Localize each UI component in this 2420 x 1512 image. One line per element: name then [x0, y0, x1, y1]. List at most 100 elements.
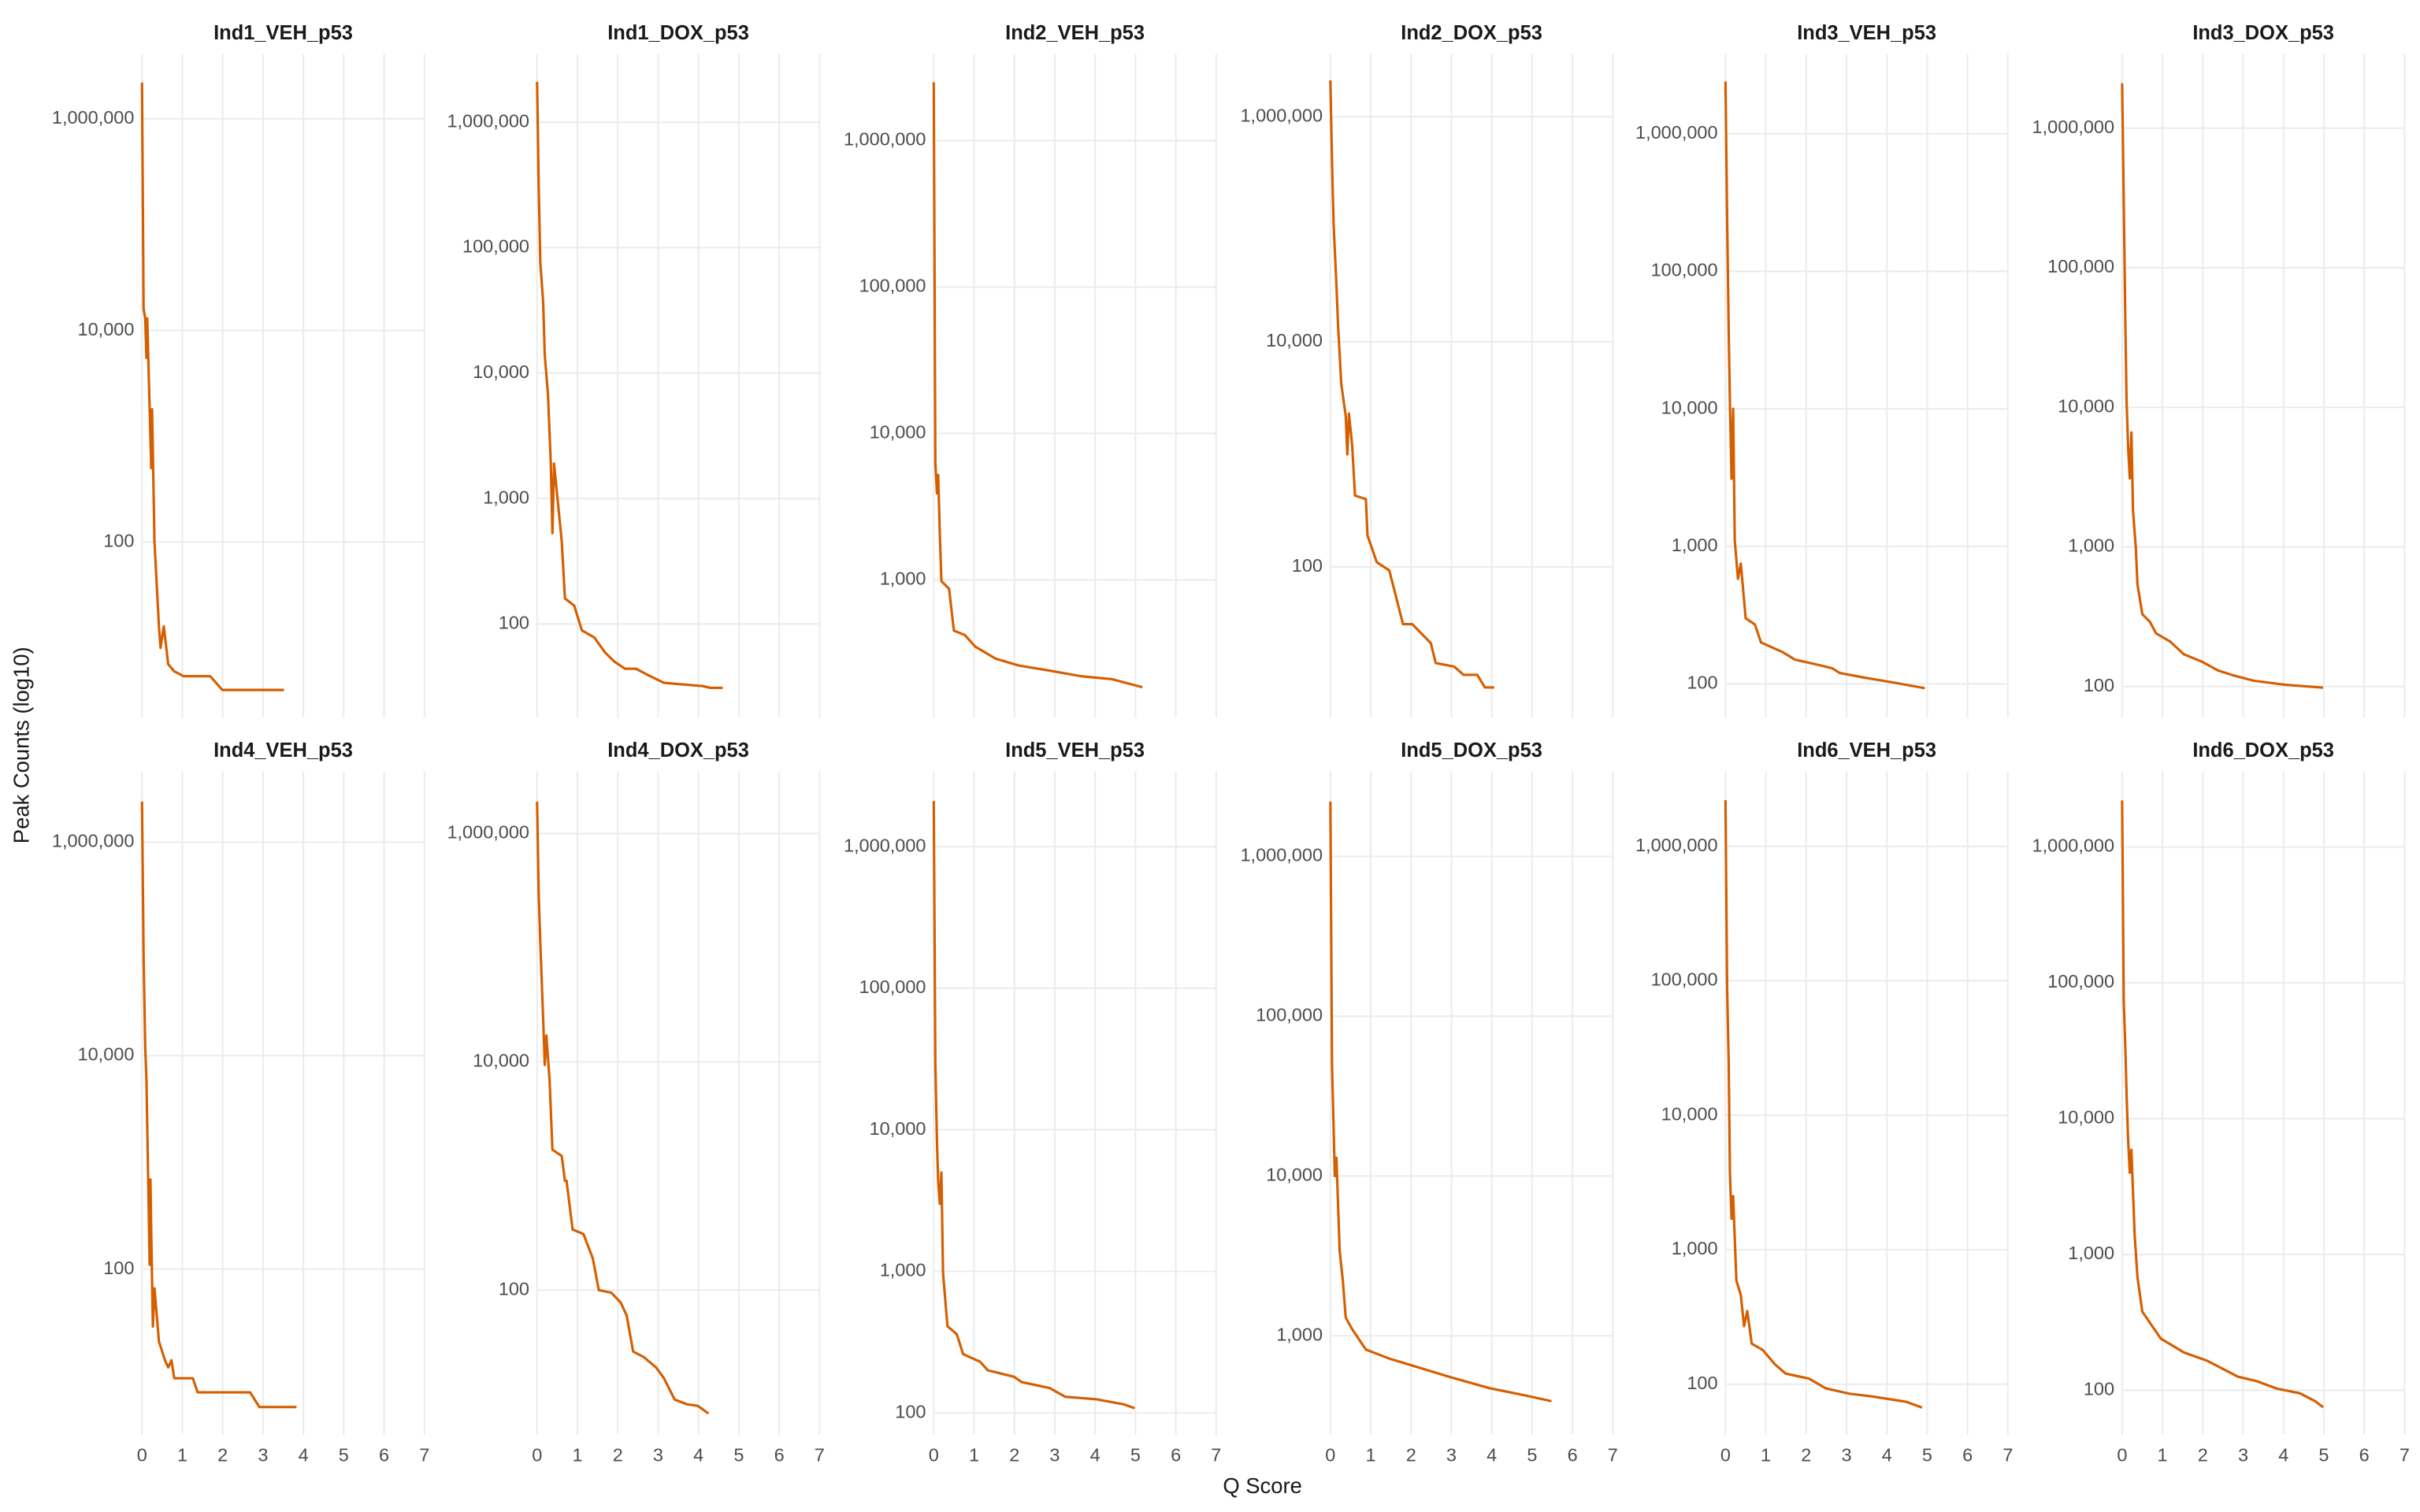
y-tick-label: 1,000,000	[2032, 836, 2115, 856]
x-tick-label: 5	[1922, 1445, 1932, 1466]
panel-title: Ind2_DOX_p53	[1401, 22, 1542, 44]
y-tick-label: 100,000	[1651, 969, 1718, 990]
data-line	[2121, 83, 2324, 689]
x-tick-label: 7	[2002, 1445, 2013, 1466]
x-tick-label: 3	[653, 1445, 663, 1466]
y-tick-label: 100	[2084, 1379, 2114, 1399]
x-tick-label: 2	[613, 1445, 623, 1466]
x-tick-label: 2	[217, 1445, 228, 1466]
y-tick-label: 10,000	[473, 1051, 529, 1071]
x-tick-label: 5	[1130, 1445, 1141, 1466]
x-tick-label: 0	[1720, 1445, 1731, 1466]
x-tick-label: 7	[1211, 1445, 1221, 1466]
x-tick-label: 5	[733, 1445, 744, 1466]
panel-title: Ind1_DOX_p53	[607, 22, 749, 44]
panel-title: Ind5_DOX_p53	[1401, 739, 1542, 762]
y-tick-label: 1,000,000	[1635, 122, 1718, 143]
y-tick-label: 1,000,000	[52, 831, 135, 851]
data-line	[140, 82, 284, 691]
x-tick-label: 1	[969, 1445, 979, 1466]
y-tick-label: 10,000	[2058, 395, 2114, 416]
y-tick-label: 100	[103, 1258, 134, 1278]
x-tick-label: 0	[2117, 1445, 2127, 1466]
y-tick-label: 100	[1687, 673, 1717, 693]
x-tick-label: 6	[2359, 1445, 2370, 1466]
y-tick-label: 100,000	[859, 276, 926, 296]
y-tick-label: 1,000,000	[52, 107, 135, 128]
x-tick-label: 1	[1365, 1445, 1375, 1466]
x-tick-label: 0	[532, 1445, 542, 1466]
y-tick-label: 1,000,000	[1240, 845, 1323, 865]
y-tick-label: 100	[1292, 555, 1323, 576]
x-tick-label: 4	[1882, 1445, 1892, 1466]
x-tick-label: 2	[1801, 1445, 1811, 1466]
panel-title: Ind3_DOX_p53	[2192, 22, 2334, 44]
x-tick-label: 4	[299, 1445, 309, 1466]
y-tick-label: 1,000,000	[1240, 105, 1323, 125]
y-tick-label: 1,000,000	[844, 835, 926, 855]
y-tick-label: 100,000	[859, 976, 926, 997]
data-line	[2121, 800, 2324, 1409]
y-tick-label: 10,000	[1661, 1103, 1718, 1124]
y-axis-label: Peak Counts (log10)	[9, 647, 34, 843]
x-tick-label: 0	[1325, 1445, 1335, 1466]
panel-title: Ind4_DOX_p53	[607, 739, 749, 762]
y-tick-label: 10,000	[78, 319, 135, 339]
data-line	[536, 802, 710, 1415]
y-tick-label: 1,000	[880, 569, 926, 589]
x-tick-label: 5	[339, 1445, 349, 1466]
x-tick-label: 6	[1568, 1445, 1578, 1466]
x-tick-label: 0	[929, 1445, 939, 1466]
y-tick-label: 1,000	[880, 1260, 926, 1280]
x-tick-label: 0	[137, 1445, 147, 1466]
data-line	[1724, 800, 1923, 1409]
y-tick-label: 100	[1687, 1373, 1717, 1393]
y-tick-label: 100	[499, 613, 529, 633]
x-tick-label: 7	[2400, 1445, 2410, 1466]
x-tick-label: 3	[1049, 1445, 1060, 1466]
y-tick-label: 1,000	[1672, 535, 1718, 555]
x-tick-label: 4	[1090, 1445, 1101, 1466]
y-tick-label: 10,000	[1266, 1165, 1323, 1185]
y-tick-label: 1,000,000	[447, 110, 529, 131]
panel-title: Ind6_VEH_p53	[1797, 739, 1936, 762]
x-tick-label: 1	[1761, 1445, 1771, 1466]
y-tick-label: 100,000	[2047, 971, 2114, 991]
x-tick-label: 3	[1446, 1445, 1457, 1466]
x-tick-label: 7	[419, 1445, 429, 1466]
y-tick-label: 10,000	[870, 422, 926, 443]
panel-title: Ind2_VEH_p53	[1005, 22, 1145, 44]
data-line	[932, 82, 1143, 689]
panel-title: Ind4_VEH_p53	[213, 739, 353, 762]
y-tick-label: 100,000	[1651, 260, 1718, 280]
x-tick-label: 6	[379, 1445, 389, 1466]
panel-title: Ind6_DOX_p53	[2192, 739, 2334, 762]
y-tick-label: 10,000	[1266, 330, 1323, 350]
y-tick-label: 1,000,000	[1635, 835, 1718, 855]
x-tick-label: 6	[1171, 1445, 1181, 1466]
x-tick-label: 5	[1527, 1445, 1537, 1466]
x-tick-label: 1	[2158, 1445, 2168, 1466]
x-tick-label: 6	[774, 1445, 785, 1466]
x-tick-label: 4	[1487, 1445, 1497, 1466]
y-tick-label: 100	[895, 1401, 926, 1421]
x-tick-label: 2	[2198, 1445, 2208, 1466]
x-tick-label: 6	[1962, 1445, 1973, 1466]
y-tick-label: 10,000	[870, 1118, 926, 1139]
y-tick-label: 100	[2084, 675, 2114, 695]
panel-title: Ind3_VEH_p53	[1797, 22, 1936, 44]
x-tick-label: 2	[1406, 1445, 1416, 1466]
x-tick-label: 3	[2238, 1445, 2248, 1466]
data-line	[1329, 801, 1552, 1403]
data-line	[1329, 80, 1494, 689]
y-tick-label: 1,000,000	[2032, 117, 2115, 137]
y-tick-label: 1,000	[2068, 536, 2114, 556]
x-tick-label: 4	[693, 1445, 703, 1466]
x-tick-label: 4	[2278, 1445, 2288, 1466]
y-tick-label: 1,000	[2068, 1243, 2114, 1263]
x-tick-label: 7	[815, 1445, 825, 1466]
panel-title: Ind1_VEH_p53	[213, 22, 353, 44]
x-tick-label: 2	[1009, 1445, 1019, 1466]
